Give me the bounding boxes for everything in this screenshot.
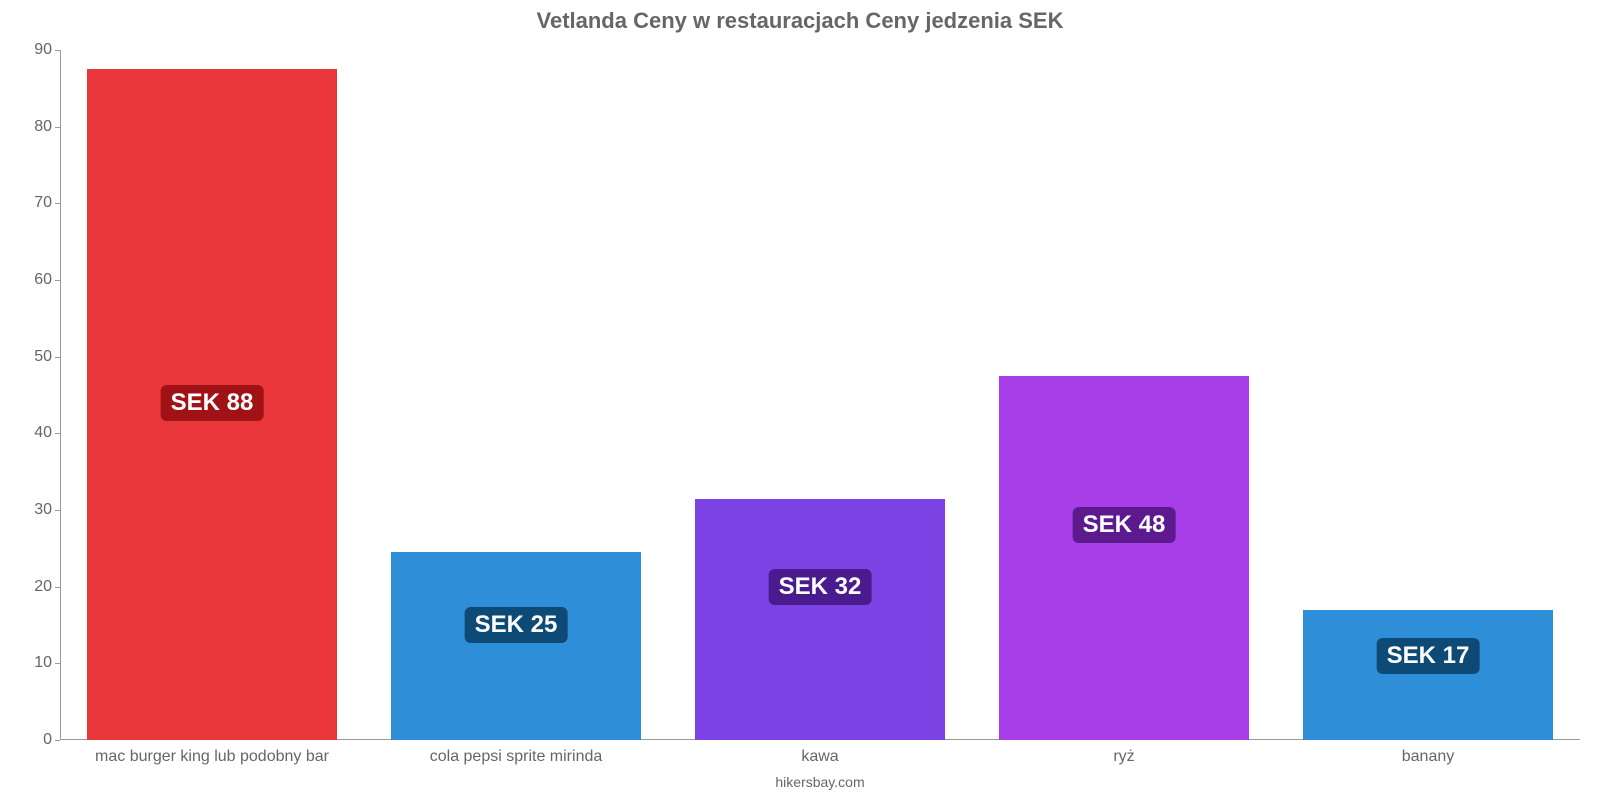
- y-tick-mark: [55, 663, 60, 664]
- y-tick-label: 80: [34, 118, 52, 136]
- y-tick-label: 50: [34, 348, 52, 366]
- bar: [999, 376, 1248, 740]
- x-category-label: banany: [1402, 748, 1455, 766]
- chart-plot-area: 0102030405060708090mac burger king lub p…: [60, 50, 1580, 740]
- y-axis: [60, 50, 61, 740]
- bar: [1303, 610, 1552, 740]
- x-category-label: cola pepsi sprite mirinda: [430, 748, 603, 766]
- y-tick-mark: [55, 357, 60, 358]
- bar: [391, 552, 640, 740]
- y-tick-label: 30: [34, 501, 52, 519]
- y-tick-label: 90: [34, 41, 52, 59]
- y-tick-mark: [55, 740, 60, 741]
- bar: [695, 499, 944, 741]
- y-tick-mark: [55, 510, 60, 511]
- y-tick-mark: [55, 127, 60, 128]
- y-tick-mark: [55, 433, 60, 434]
- y-tick-mark: [55, 203, 60, 204]
- y-tick-label: 70: [34, 194, 52, 212]
- x-category-label: mac burger king lub podobny bar: [95, 748, 329, 766]
- y-tick-mark: [55, 280, 60, 281]
- value-badge: SEK 17: [1377, 638, 1480, 674]
- y-tick-label: 20: [34, 578, 52, 596]
- y-tick-mark: [55, 50, 60, 51]
- y-tick-label: 10: [34, 654, 52, 672]
- value-badge: SEK 32: [769, 569, 872, 605]
- y-tick-label: 0: [43, 731, 52, 749]
- y-tick-label: 60: [34, 271, 52, 289]
- x-category-label: ryż: [1113, 748, 1134, 766]
- x-category-label: kawa: [801, 748, 838, 766]
- value-badge: SEK 25: [465, 607, 568, 643]
- footer-credit: hikersbay.com: [775, 774, 864, 790]
- y-tick-label: 40: [34, 424, 52, 442]
- value-badge: SEK 48: [1073, 507, 1176, 543]
- y-tick-mark: [55, 587, 60, 588]
- value-badge: SEK 88: [161, 385, 264, 421]
- chart-title: Vetlanda Ceny w restauracjach Ceny jedze…: [0, 0, 1600, 34]
